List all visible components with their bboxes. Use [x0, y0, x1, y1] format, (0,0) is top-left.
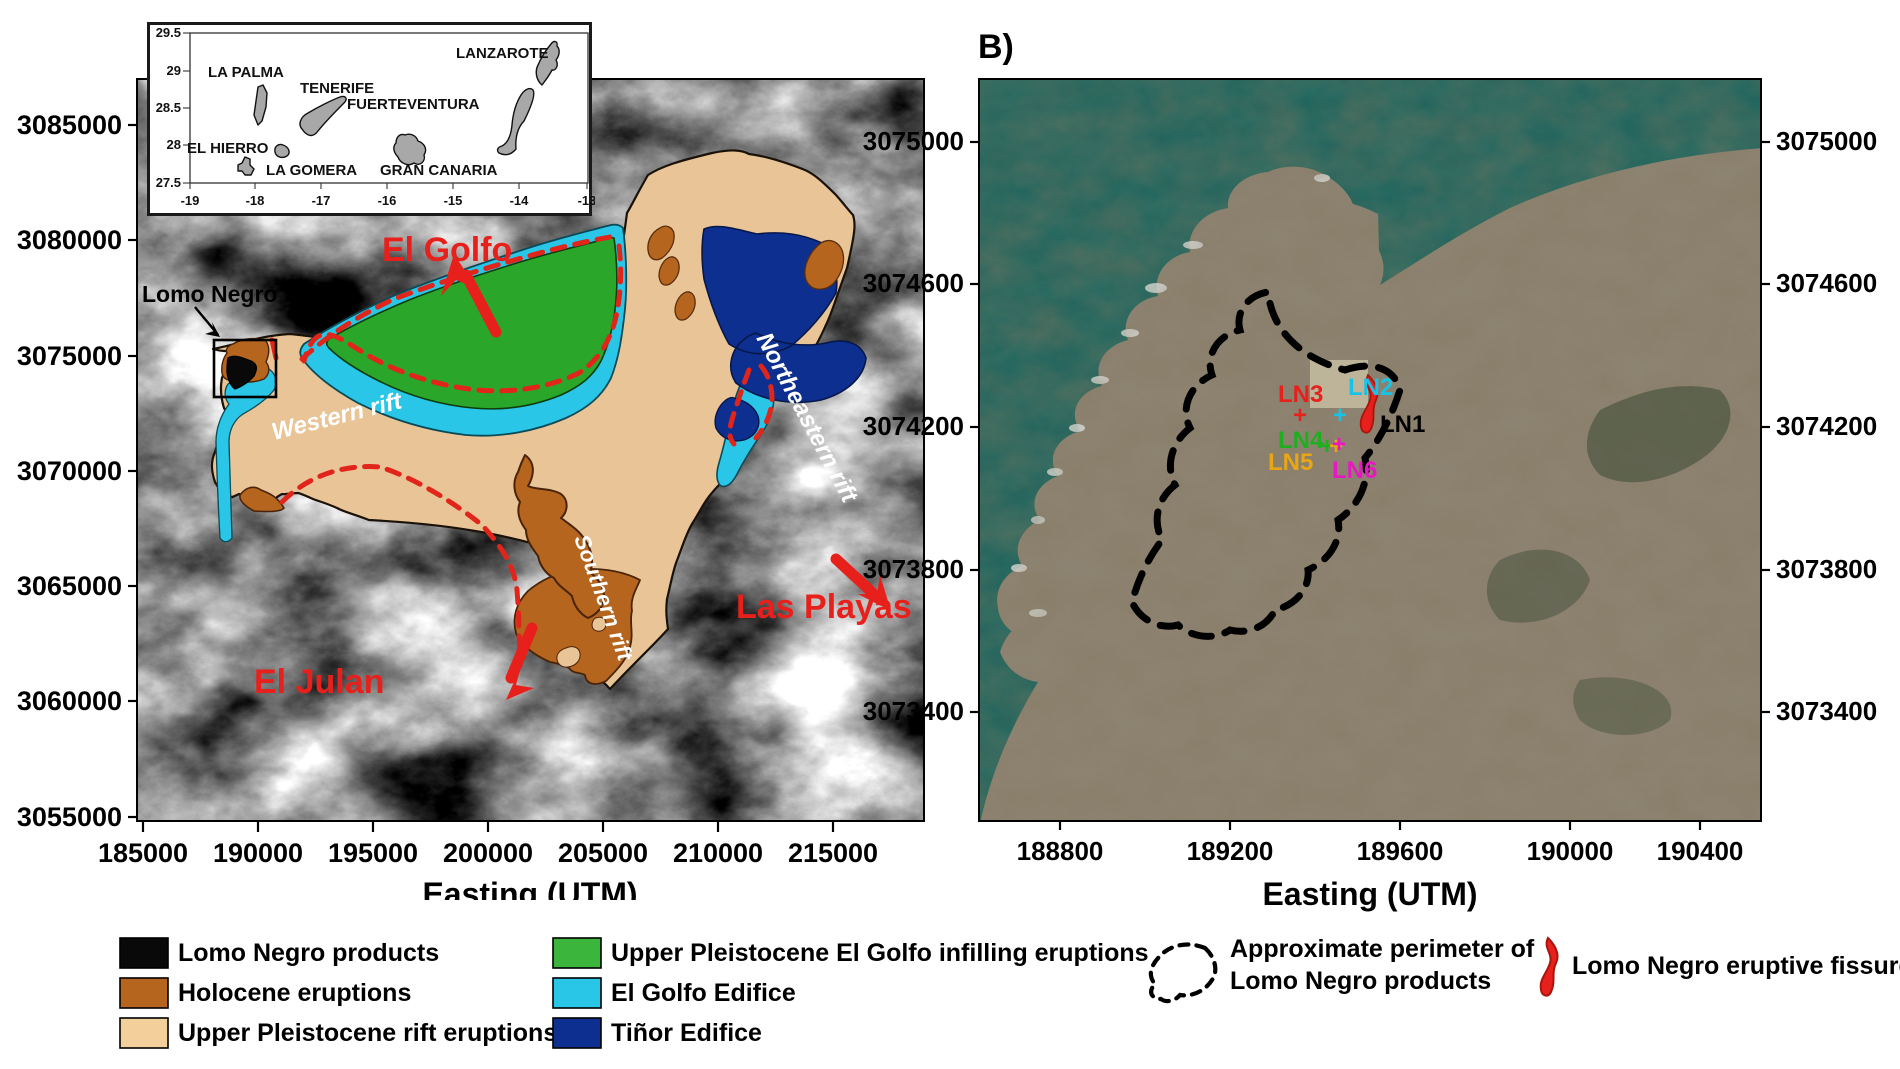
svg-text:-15: -15 — [444, 193, 463, 208]
svg-text:3074200: 3074200 — [1776, 411, 1877, 441]
svg-text:3073800: 3073800 — [1776, 554, 1877, 584]
svg-text:GRAN CANARIA: GRAN CANARIA — [380, 162, 498, 179]
svg-text:3074200: 3074200 — [863, 411, 964, 441]
svg-text:B): B) — [978, 28, 1014, 66]
svg-text:TENERIFE: TENERIFE — [300, 80, 374, 97]
svg-text:-13: -13 — [578, 193, 595, 208]
svg-text:-14: -14 — [510, 193, 530, 208]
svg-text:3073800: 3073800 — [863, 554, 964, 584]
svg-text:-19: -19 — [181, 193, 200, 208]
svg-text:3075000: 3075000 — [1776, 126, 1877, 156]
svg-text:3074600: 3074600 — [1776, 268, 1877, 298]
svg-text:28: 28 — [167, 137, 181, 152]
svg-text:29.5: 29.5 — [156, 25, 181, 40]
svg-text:LA GOMERA: LA GOMERA — [266, 162, 357, 179]
svg-text:LA PALMA: LA PALMA — [208, 64, 284, 81]
svg-text:188800: 188800 — [1017, 836, 1104, 866]
svg-text:-17: -17 — [312, 193, 331, 208]
svg-text:3073400: 3073400 — [1776, 696, 1877, 726]
svg-text:FUERTEVENTURA: FUERTEVENTURA — [347, 96, 480, 113]
svg-text:28.5: 28.5 — [156, 100, 181, 115]
svg-text:-18: -18 — [246, 193, 265, 208]
svg-text:3075000: 3075000 — [863, 126, 964, 156]
svg-text:189200: 189200 — [1187, 836, 1274, 866]
svg-text:3073400: 3073400 — [863, 696, 964, 726]
svg-text:189600: 189600 — [1357, 836, 1444, 866]
svg-text:EL HIERRO: EL HIERRO — [187, 140, 269, 157]
svg-text:-16: -16 — [378, 193, 397, 208]
svg-text:LANZAROTE: LANZAROTE — [456, 45, 549, 62]
svg-text:190400: 190400 — [1657, 836, 1744, 866]
svg-text:3074600: 3074600 — [863, 268, 964, 298]
svg-text:27.5: 27.5 — [156, 175, 181, 190]
svg-text:Easting (UTM): Easting (UTM) — [1262, 876, 1477, 912]
svg-text:190000: 190000 — [1527, 836, 1614, 866]
svg-text:29: 29 — [167, 63, 181, 78]
